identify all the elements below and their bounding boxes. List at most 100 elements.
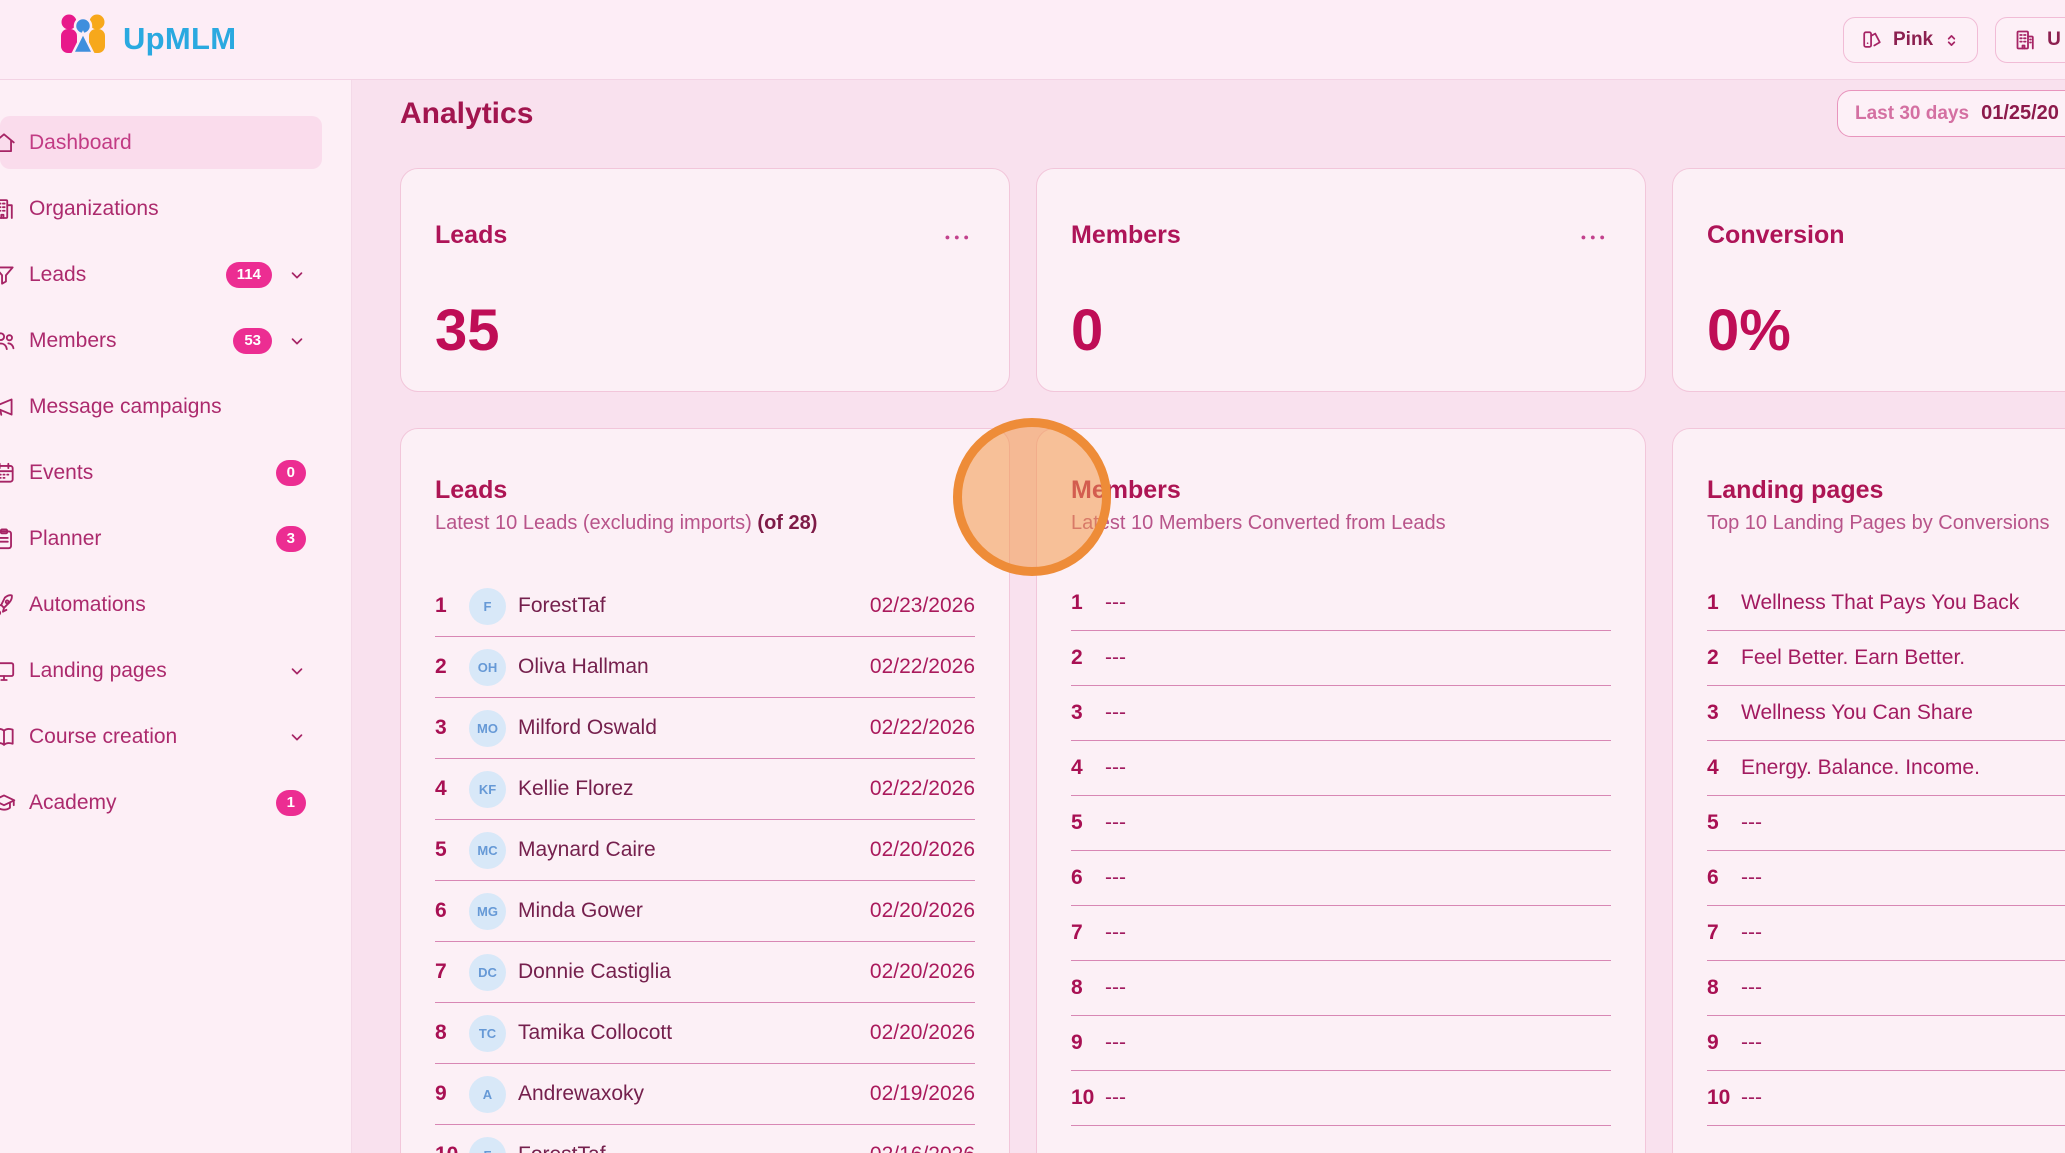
lead-name: Kellie Florez <box>518 777 634 800</box>
lead-row[interactable]: 4 KF Kellie Florez 02/22/2026 <box>435 759 975 820</box>
sidebar-item-members[interactable]: Members 53 <box>0 314 322 367</box>
lead-row[interactable]: 3 MO Milford Oswald 02/22/2026 <box>435 698 975 759</box>
landing-page-row[interactable]: 6 --- <box>1707 851 2065 906</box>
count-badge: 3 <box>275 525 306 552</box>
brand-logo: UpMLM <box>56 12 236 65</box>
member-row[interactable]: 2 --- <box>1071 631 1611 686</box>
landing-page-row[interactable]: 8 --- <box>1707 961 2065 1016</box>
lead-row[interactable]: 9 A Andrewaxoky 02/19/2026 <box>435 1064 975 1125</box>
landing-page-row[interactable]: 9 --- <box>1707 1016 2065 1071</box>
landing-page-row[interactable]: 7 --- <box>1707 906 2065 961</box>
lead-name: Minda Gower <box>518 899 643 922</box>
list-subtitle: Latest 10 Leads (excluding imports) (of … <box>435 512 818 534</box>
member-name: --- <box>1105 591 1126 614</box>
ellipsis-menu-icon[interactable]: ●●● <box>944 232 973 242</box>
member-row[interactable]: 5 --- <box>1071 796 1611 851</box>
stat-card-members: Members ●●● 0 <box>1036 168 1646 392</box>
landing-page-row[interactable]: 5 --- <box>1707 796 2065 851</box>
sidebar-item-leads[interactable]: Leads 114 <box>0 248 322 301</box>
sidebar-item-planner[interactable]: Planner 3 <box>0 512 322 565</box>
landing-page-row[interactable]: 3 Wellness You Can Share <box>1707 686 2065 741</box>
avatar: F <box>469 1136 506 1153</box>
avatar: OH <box>469 648 506 686</box>
stat-value: 35 <box>435 298 500 363</box>
lead-name: Andrewaxoky <box>518 1082 645 1105</box>
landing-page-row[interactable]: 10 --- <box>1707 1071 2065 1126</box>
chevron-down-icon[interactable] <box>288 266 306 284</box>
lead-row[interactable]: 8 TC Tamika Collocott 02/20/2026 <box>435 1003 975 1064</box>
page-title: Analytics <box>400 97 534 130</box>
row-rank: 7 <box>1707 921 1719 944</box>
row-rank: 4 <box>1071 756 1083 779</box>
row-rank: 7 <box>1071 921 1083 944</box>
date-range-filter[interactable]: Last 30 days 01/25/20 <box>1837 90 2065 137</box>
organization-button[interactable]: U <box>1995 17 2065 63</box>
sidebar-item-course-creation[interactable]: Course creation <box>0 710 322 763</box>
lead-date: 02/20/2026 <box>869 960 975 983</box>
lists-row: Leads Latest 10 Leads (excluding imports… <box>400 428 2065 1153</box>
member-name: --- <box>1105 811 1126 834</box>
ellipsis-menu-icon[interactable]: ●●● <box>1580 232 1609 242</box>
monitor-icon <box>0 658 17 684</box>
count-badge: 1 <box>275 789 306 816</box>
lead-date: 02/22/2026 <box>869 716 975 739</box>
lead-row[interactable]: 6 MG Minda Gower 02/20/2026 <box>435 881 975 942</box>
people-icon <box>0 328 17 354</box>
sidebar-item-landing-pages[interactable]: Landing pages <box>0 644 322 697</box>
sidebar-item-label: Academy <box>29 790 117 814</box>
lead-date: 02/19/2026 <box>869 1082 975 1105</box>
landing-page-title: --- <box>1741 976 1762 999</box>
row-rank: 9 <box>1071 1031 1083 1054</box>
sidebar-item-organizations[interactable]: Organizations <box>0 182 322 235</box>
landing-page-row[interactable]: 1 Wellness That Pays You Back <box>1707 576 2065 631</box>
member-row[interactable]: 4 --- <box>1071 741 1611 796</box>
row-rank: 1 <box>1707 591 1719 614</box>
funnel-icon <box>0 262 17 288</box>
avatar: MC <box>469 831 506 869</box>
chevron-down-icon[interactable] <box>288 332 306 350</box>
chevron-down-icon[interactable] <box>288 728 306 746</box>
sidebar-item-automations[interactable]: Automations <box>0 578 322 631</box>
avatar: TC <box>469 1014 506 1052</box>
member-row[interactable]: 9 --- <box>1071 1016 1611 1071</box>
leads-list-card: Leads Latest 10 Leads (excluding imports… <box>400 428 1010 1153</box>
row-rank: 6 <box>435 899 447 922</box>
sidebar-item-label: Organizations <box>29 196 159 220</box>
landing-page-row[interactable]: 4 Energy. Balance. Income. <box>1707 741 2065 796</box>
sidebar-item-academy[interactable]: Academy 1 <box>0 776 322 829</box>
sidebar-item-events[interactable]: Events 0 <box>0 446 322 499</box>
member-name: --- <box>1105 976 1126 999</box>
landing-page-title: Wellness That Pays You Back <box>1741 591 2020 614</box>
row-rank: 4 <box>435 777 447 800</box>
graduation-cap-icon <box>0 790 17 816</box>
member-row[interactable]: 3 --- <box>1071 686 1611 741</box>
member-row[interactable]: 10 --- <box>1071 1071 1611 1126</box>
main-content: Analytics Last 30 days 01/25/20 Leads ●●… <box>352 80 2065 1153</box>
lead-row[interactable]: 2 OH Oliva Hallman 02/22/2026 <box>435 637 975 698</box>
lead-row[interactable]: 1 F ForestTaf 02/23/2026 <box>435 576 975 637</box>
avatar: MG <box>469 892 506 930</box>
theme-selector-button[interactable]: Pink <box>1843 17 1979 63</box>
stats-row: Leads ●●● 35 Members ●●● 0 Conversion ●● <box>400 168 2065 392</box>
lead-row[interactable]: 7 DC Donnie Castiglia 02/20/2026 <box>435 942 975 1003</box>
row-rank: 5 <box>1071 811 1083 834</box>
member-row[interactable]: 1 --- <box>1071 576 1611 631</box>
organization-label: U <box>2047 29 2061 50</box>
lead-row[interactable]: 5 MC Maynard Caire 02/20/2026 <box>435 820 975 881</box>
member-name: --- <box>1105 646 1126 669</box>
row-rank: 8 <box>435 1021 447 1044</box>
member-row[interactable]: 7 --- <box>1071 906 1611 961</box>
member-row[interactable]: 6 --- <box>1071 851 1611 906</box>
chevron-down-icon[interactable] <box>288 662 306 680</box>
landing-page-row[interactable]: 2 Feel Better. Earn Better. <box>1707 631 2065 686</box>
sidebar-item-dashboard[interactable]: Dashboard <box>0 116 322 169</box>
member-row[interactable]: 8 --- <box>1071 961 1611 1016</box>
theme-selector-label: Pink <box>1893 29 1934 50</box>
sidebar-item-label: Dashboard <box>29 130 132 154</box>
row-rank: 10 <box>1071 1086 1095 1109</box>
landing-page-title: Wellness You Can Share <box>1741 701 1973 724</box>
sidebar-item-message-campaigns[interactable]: Message campaigns <box>0 380 322 433</box>
home-icon <box>0 130 17 156</box>
